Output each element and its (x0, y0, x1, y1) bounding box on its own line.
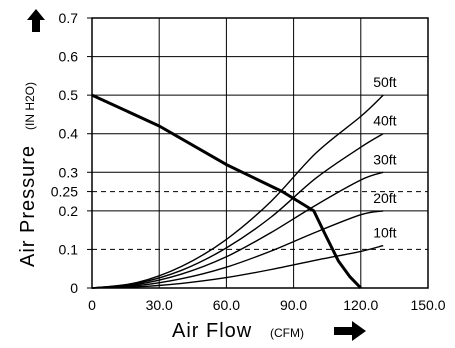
system-curve-50ft (91, 94, 384, 289)
reference-lines (92, 191, 428, 250)
y-axis-title: Air Pressure (17, 145, 39, 267)
x-tick-label: 90.0 (280, 297, 307, 313)
y-tick-label: 0.5 (59, 87, 79, 103)
system-curves (91, 94, 384, 289)
series-label-20ft: 20ft (373, 190, 396, 206)
x-axis-arrow-icon (334, 321, 366, 341)
plot-frame (91, 17, 429, 289)
x-tick-label: 150.0 (410, 297, 445, 313)
y-tick-label: 0.6 (59, 49, 79, 65)
y-axis-arrow-icon (27, 9, 45, 32)
series-label-10ft: 10ft (373, 225, 396, 241)
y-tick-label: 0.25 (51, 184, 78, 200)
x-tick-label: 30.0 (146, 297, 173, 313)
fan-curve-layer (91, 93, 362, 290)
system-curve-40ft (91, 133, 384, 289)
x-tick-label: 60.0 (213, 297, 240, 313)
y-axis-title-group: Air Pressure (IN H2O) (17, 82, 39, 267)
y-tick-labels: 0 0.1 0.2 0.25 0.3 0.4 0.5 0.6 0.7 (51, 10, 78, 296)
y-tick-label: 0.7 (59, 10, 79, 26)
grid-layer (87, 17, 428, 289)
y-tick-label: 0 (70, 280, 78, 296)
x-tick-label: 120.0 (343, 297, 378, 313)
system-curve-30ft (91, 171, 384, 289)
series-labels: 50ft 40ft 30ft 20ft 10ft (373, 74, 396, 240)
system-curve-10ft (91, 244, 384, 289)
fan-curve (91, 93, 362, 290)
y-tick-label: 0.2 (59, 203, 79, 219)
y-tick-label: 0.3 (59, 164, 79, 180)
system-curve-20ft (91, 210, 384, 289)
series-label-30ft: 30ft (373, 151, 396, 167)
y-tick-label: 0.1 (59, 241, 79, 257)
x-axis-unit: (CFM) (270, 326, 304, 340)
x-tick-labels: 0 30.0 60.0 90.0 120.0 150.0 (88, 297, 446, 313)
series-label-50ft: 50ft (373, 74, 396, 90)
x-tick-label: 0 (88, 297, 96, 313)
series-label-40ft: 40ft (373, 113, 396, 129)
x-axis-title: Air Flow (172, 320, 252, 342)
y-tick-label: 0.4 (59, 126, 79, 142)
y-axis-unit: (IN H2O) (23, 82, 37, 130)
